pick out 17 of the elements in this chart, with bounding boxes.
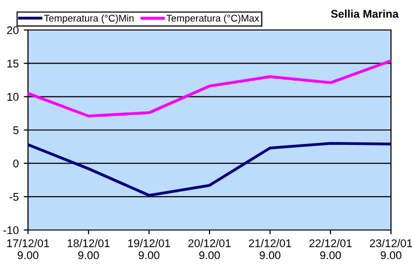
y-tick-label: 20 xyxy=(7,26,19,34)
y-tick-label: 5 xyxy=(13,126,19,134)
y-tick-label: 0 xyxy=(13,160,19,168)
x-tick-label: 21/12/01 9.00 xyxy=(248,239,292,260)
legend-label: Temperatura (°C)Max xyxy=(166,14,260,24)
x-tick-label: 19/12/01 9.00 xyxy=(128,239,170,260)
chart-title: Sellia Marina xyxy=(330,10,399,18)
y-tick-label: 15 xyxy=(7,60,19,68)
x-tick-label: 20/12/01 9.00 xyxy=(188,239,231,260)
y-tick-label: 10 xyxy=(7,92,19,101)
legend-label: Temperatura (°C)Min xyxy=(44,14,134,24)
y-tick-label: -5 xyxy=(10,193,19,201)
y-tick-label: -10 xyxy=(3,226,19,234)
x-tick-label: 23/12/01 9.00 xyxy=(370,239,412,260)
x-tick-label: 22/12/01 9.00 xyxy=(309,239,352,260)
x-tick-label: 18/12/01 9.00 xyxy=(68,239,110,260)
x-tick-label: 17/12/01 9.00 xyxy=(7,239,50,260)
